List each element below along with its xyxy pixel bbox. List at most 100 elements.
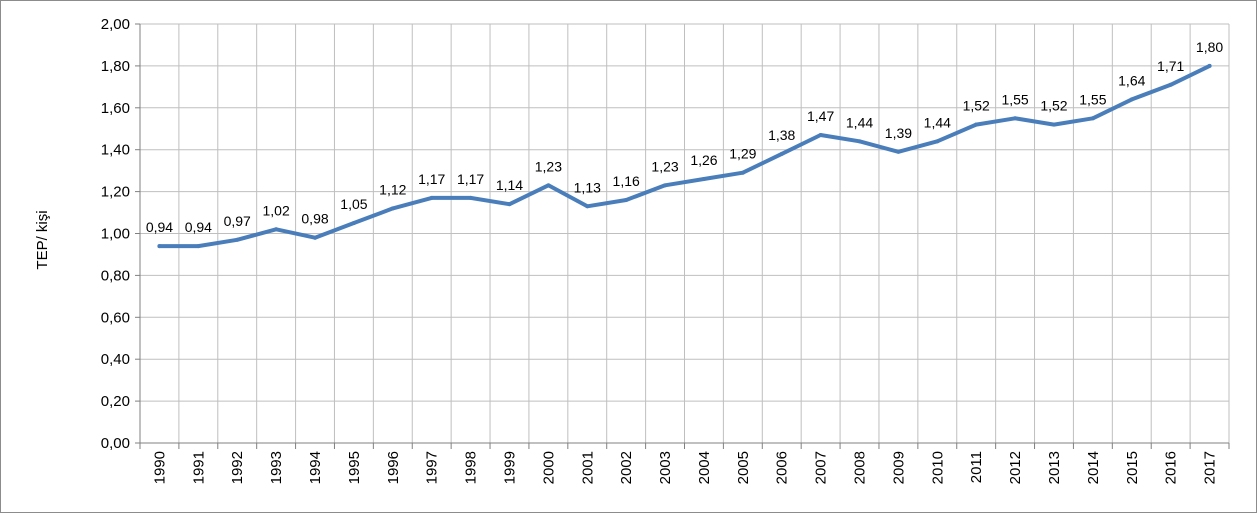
data-label: 1,14 [496,177,523,193]
x-tick-label: 2010 [929,451,946,484]
data-label: 1,29 [729,146,756,162]
data-label: 1,13 [574,179,601,195]
y-tick-label: 1,60 [101,100,130,117]
data-point [896,149,901,154]
x-tick-label: 1994 [307,451,324,484]
data-label: 1,02 [263,202,290,218]
axes: 0,00 0,20 0,40 0,60 0,80 1,00 1,20 1,40 1,60 1,80… [101,16,1230,484]
data-point [701,177,706,182]
y-tick-label: 0,80 [101,267,130,284]
data-point [1051,122,1056,127]
data-point [1013,116,1018,121]
data-label: 0,94 [146,219,173,235]
x-tick-label: 2015 [1124,451,1141,484]
data-point [1207,63,1212,68]
x-tick-label: 2002 [618,451,635,484]
data-label: 1,52 [1040,98,1067,114]
data-point [1129,97,1134,102]
data-point [429,195,434,200]
y-tick-label: 2,00 [101,16,130,33]
x-tick-label: 1996 [385,451,402,484]
data-label: 1,39 [885,125,912,141]
data-point [1090,116,1095,121]
data-label: 1,05 [340,196,367,212]
x-tick-label: 1995 [346,451,363,484]
data-point [624,197,629,202]
x-tick-label: 2009 [890,451,907,484]
x-tick-label: 2013 [1046,451,1063,484]
data-point [740,170,745,175]
data-label: 0,97 [224,213,251,229]
data-point [274,227,279,232]
data-label: 1,23 [535,158,562,174]
x-tick-label: 2014 [1085,451,1102,484]
data-label: 0,98 [301,211,328,227]
data-label: 1,44 [924,114,951,130]
data-point [351,221,356,226]
x-tick-label: 1993 [268,451,285,484]
data-point [974,122,979,127]
y-tick-label: 0,20 [101,393,130,410]
x-tick-label: 1997 [424,451,441,484]
x-tick-label: 2011 [968,451,985,483]
x-tick-label: 2004 [696,451,713,484]
y-tick-label: 1,20 [101,184,130,201]
x-tick-label: 1992 [229,451,246,484]
data-label: 1,12 [379,181,406,197]
data-point [585,204,590,209]
data-point [1168,82,1173,87]
data-point [857,139,862,144]
data-point [663,183,668,188]
y-axis-title: TEP/ kişi [34,210,51,269]
data-label: 1,26 [690,152,717,168]
x-tick-label: 2006 [774,451,791,484]
x-tick-label: 2005 [735,451,752,484]
data-label: 1,55 [1079,91,1106,107]
data-labels: 0,94 0,94 0,97 1,02 0,98 1,05 1,12 1,17 1,17 1,14… [146,39,1224,235]
data-label: 1,44 [846,114,873,130]
x-tick-label: 2008 [852,451,869,484]
data-point [157,244,162,249]
data-point [507,202,512,207]
data-point [235,237,240,242]
x-tick-label: 2016 [1163,451,1180,484]
y-tick-label: 1,40 [101,142,130,159]
data-point [546,183,551,188]
x-tick-label: 2001 [579,451,596,484]
data-label: 1,17 [457,171,484,187]
data-point [313,235,318,240]
data-point [935,139,940,144]
data-label: 1,17 [418,171,445,187]
y-tick-label: 1,80 [101,58,130,75]
data-label: 1,16 [613,173,640,189]
series [157,63,1212,249]
x-tick-label: 1999 [501,451,518,484]
data-point [468,195,473,200]
data-label: 1,23 [651,158,678,174]
data-label: 1,71 [1157,58,1184,74]
data-point [818,133,823,138]
x-tick-label: 2000 [540,451,557,484]
series-line [157,63,1212,249]
y-tick-label: 0,40 [101,351,130,368]
x-tick-label: 2017 [1202,451,1219,484]
x-tick-label: 1991 [190,451,207,484]
y-tick-label: 1,00 [101,226,130,243]
x-tick-label: 1990 [151,451,168,484]
y-tick-label: 0,60 [101,309,130,326]
data-point [196,244,201,249]
data-point [779,151,784,156]
data-label: 1,55 [1001,91,1028,107]
data-label: 1,47 [807,108,834,124]
data-label: 0,94 [185,219,212,235]
data-label: 1,64 [1118,72,1145,88]
data-label: 1,38 [768,127,795,143]
x-tick-label: 2012 [1007,451,1024,484]
x-tick-label: 2003 [657,451,674,484]
data-label: 1,52 [963,98,990,114]
data-label: 1,80 [1196,39,1223,55]
data-point [390,206,395,211]
x-tick-label: 2007 [813,451,830,484]
